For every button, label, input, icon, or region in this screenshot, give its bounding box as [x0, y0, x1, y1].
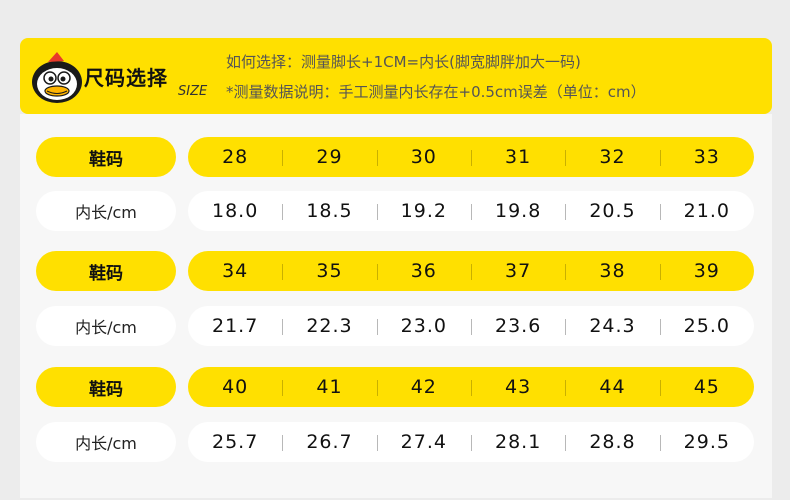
size-guide-header: 尺码选择 SIZE 如何选择：测量脚长+1CM=内长(脚宽脚胖加大一码) *测量…	[20, 38, 772, 114]
inner-length-row: 25.7 26.7 27.4 28.1 28.8 29.5	[188, 422, 754, 462]
inner-length-cell: 21.7	[212, 315, 259, 337]
shoe-size-cell: 33	[659, 146, 754, 168]
shoe-size-row: 28 29 30 31 32 33	[188, 137, 754, 177]
inner-length-cell: 23.0	[376, 315, 471, 337]
inner-length-cell: 28.8	[565, 431, 659, 453]
inner-length-cell: 28.1	[470, 431, 565, 453]
shoe-size-row: 34 35 36 37 38 39	[188, 251, 754, 291]
inner-length-cell: 25.0	[659, 315, 754, 337]
shoe-size-cell: 29	[282, 146, 376, 168]
penguin-mascot-icon	[32, 52, 82, 103]
shoe-size-cell: 34	[222, 260, 249, 282]
shoe-size-cell: 39	[659, 260, 754, 282]
size-tag: SIZE	[178, 84, 208, 99]
inner-length-cell: 20.5	[565, 200, 659, 222]
size-guide-title: 尺码选择	[84, 66, 168, 90]
inner-length-label: 内长/cm	[36, 306, 176, 346]
inner-length-cell: 23.6	[470, 315, 565, 337]
inner-length-cell: 24.3	[565, 315, 659, 337]
inner-length-cell: 19.2	[376, 200, 471, 222]
shoe-size-label: 鞋码	[36, 367, 176, 407]
inner-length-cell: 27.4	[376, 431, 471, 453]
inner-length-cell: 21.0	[659, 200, 754, 222]
inner-length-cell: 22.3	[282, 315, 376, 337]
shoe-size-label: 鞋码	[36, 251, 176, 291]
inner-length-row: 21.7 22.3 23.0 23.6 24.3 25.0	[188, 306, 754, 346]
shoe-size-cell: 40	[222, 376, 249, 398]
inner-length-cell: 18.5	[282, 200, 376, 222]
inner-length-cell: 19.8	[470, 200, 565, 222]
shoe-size-cell: 37	[470, 260, 565, 282]
inner-length-label: 内长/cm	[36, 422, 176, 462]
shoe-size-cell: 41	[282, 376, 376, 398]
shoe-size-cell: 42	[376, 376, 471, 398]
inner-length-label: 内长/cm	[36, 191, 176, 231]
shoe-size-cell: 35	[282, 260, 376, 282]
shoe-size-cell: 32	[565, 146, 659, 168]
shoe-size-row: 40 41 42 43 44 45	[188, 367, 754, 407]
measurement-error-note: *测量数据说明：手工测量内长存在+0.5cm误差（单位：cm）	[226, 83, 646, 101]
shoe-size-cell: 43	[470, 376, 565, 398]
inner-length-row: 18.0 18.5 19.2 19.8 20.5 21.0	[188, 191, 754, 231]
shoe-size-cell: 30	[376, 146, 471, 168]
shoe-size-cell: 28	[222, 146, 249, 168]
inner-length-cell: 29.5	[659, 431, 754, 453]
inner-length-cell: 18.0	[212, 200, 259, 222]
shoe-size-cell: 44	[565, 376, 659, 398]
shoe-size-cell: 38	[565, 260, 659, 282]
inner-length-cell: 25.7	[212, 431, 259, 453]
inner-length-cell: 26.7	[282, 431, 376, 453]
shoe-size-label: 鞋码	[36, 137, 176, 177]
shoe-size-cell: 45	[659, 376, 754, 398]
shoe-size-cell: 36	[376, 260, 471, 282]
shoe-size-cell: 31	[470, 146, 565, 168]
measurement-how-to-note: 如何选择：测量脚长+1CM=内长(脚宽脚胖加大一码)	[226, 53, 581, 71]
